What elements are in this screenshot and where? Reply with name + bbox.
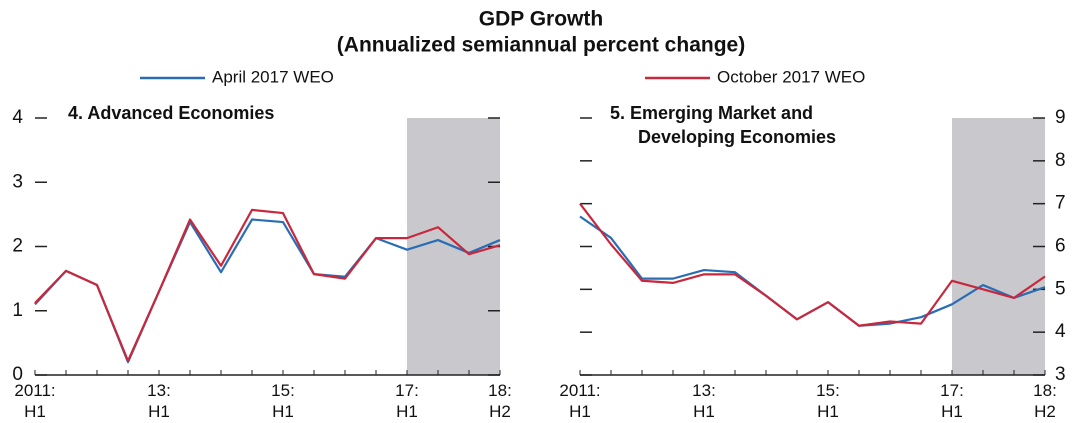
y-tick-label: 2: [12, 236, 23, 257]
x-tick-label: 15: H1: [271, 381, 295, 421]
y-tick-label: 4: [12, 107, 23, 128]
panel-title: Developing Economies: [638, 127, 836, 147]
y-tick-label: 7: [1055, 193, 1066, 214]
chart-subtitle: (Annualized semiannual percent change): [337, 34, 745, 57]
series-line: [34, 208, 501, 362]
x-tick-label: 17: H1: [940, 381, 964, 421]
x-tick-label: 13: H1: [147, 381, 171, 421]
legend-label: October 2017 WEO: [717, 67, 865, 86]
x-tick-label: 18: H2: [488, 381, 512, 421]
panel-title: 5. Emerging Market and: [610, 103, 813, 123]
x-tick-label: 17: H1: [395, 381, 419, 421]
chart-title: GDP Growth: [479, 8, 603, 31]
y-tick-label: 4: [1055, 321, 1066, 342]
y-tick-label: 3: [12, 171, 23, 192]
y-tick-label: 0: [12, 364, 23, 385]
x-tick-label: 13: H1: [692, 381, 716, 421]
y-tick-label: 3: [1055, 364, 1066, 385]
series-line: [579, 203, 1046, 327]
x-tick-label: 18: H2: [1033, 381, 1057, 421]
panel-title: 4. Advanced Economies: [68, 103, 274, 123]
x-tick-label: 15: H1: [816, 381, 840, 421]
y-tick-label: 8: [1055, 150, 1066, 171]
legend-label: April 2017 WEO: [212, 67, 334, 86]
y-tick-label: 6: [1055, 236, 1066, 257]
x-tick-label: 2011: H1: [14, 381, 55, 421]
projection-shade: [952, 118, 1045, 375]
x-tick-label: 2011: H1: [559, 381, 600, 421]
y-tick-label: 5: [1055, 278, 1066, 299]
y-tick-label: 1: [12, 300, 23, 321]
y-tick-label: 9: [1055, 107, 1066, 128]
